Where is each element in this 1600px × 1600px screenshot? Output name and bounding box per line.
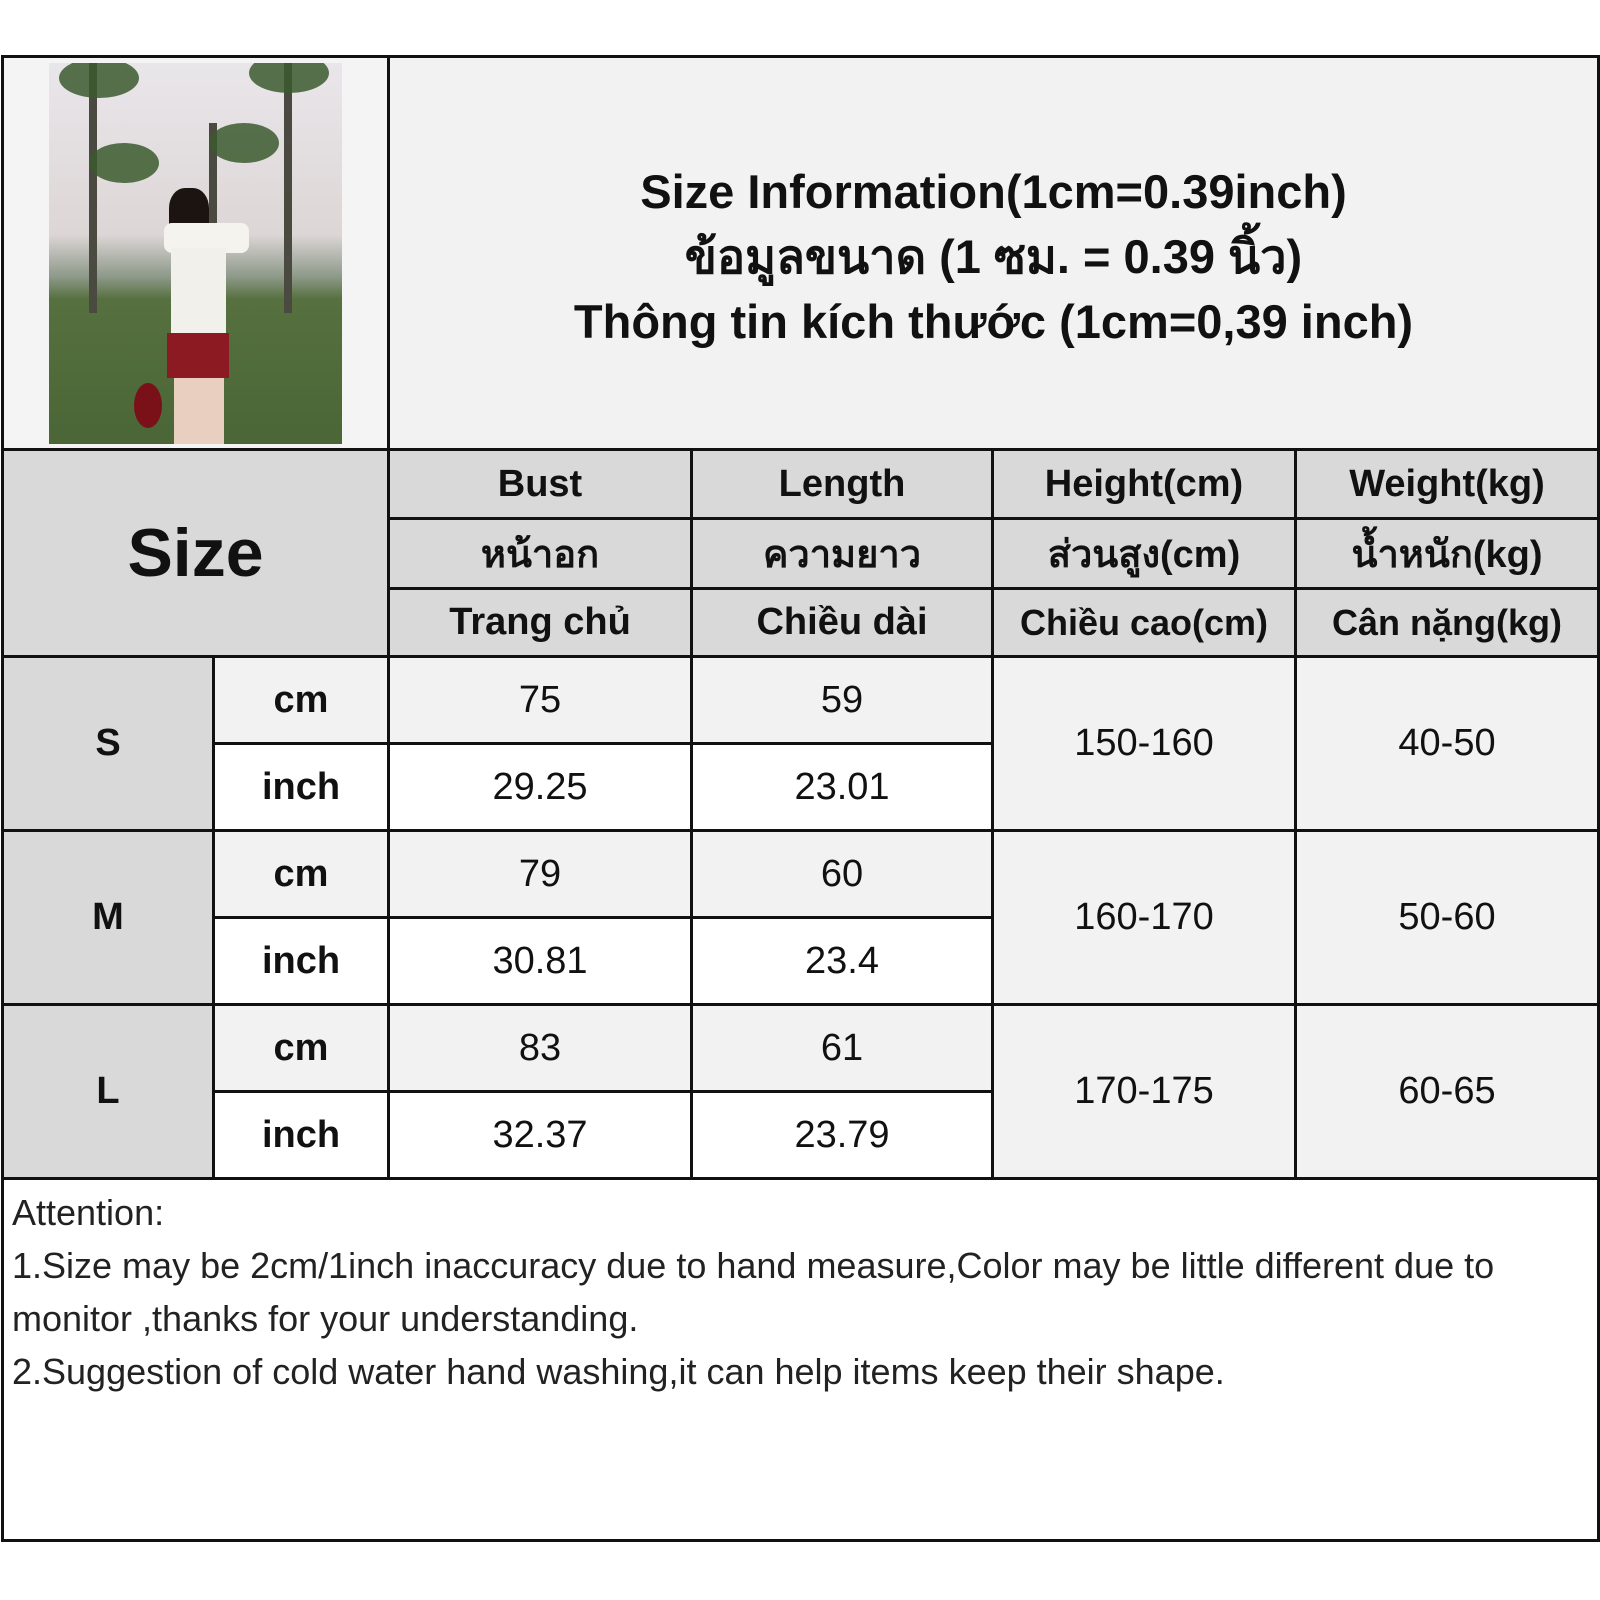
s-length-inch: 23.01 — [693, 745, 991, 829]
attention-heading: Attention: — [12, 1192, 165, 1233]
unit-inch: inch — [215, 745, 387, 829]
height-header-th: ส่วนสูง(cm) — [994, 520, 1294, 587]
l-bust-cm: 83 — [390, 1006, 690, 1090]
s-bust-cm: 75 — [390, 658, 690, 742]
title-english: Size Information(1cm=0.39inch) — [640, 164, 1347, 218]
size-chart-table: Size Information(1cm=0.39inch) ข้อมูลขนา… — [1, 55, 1600, 1542]
l-weight: 60-65 — [1297, 1006, 1597, 1177]
unit-cm: cm — [215, 832, 387, 916]
bust-header-vi: Trang chủ — [390, 590, 690, 655]
product-photo — [49, 63, 342, 444]
attention-note-1: 1.Size may be 2cm/1inch inaccuracy due t… — [12, 1245, 1505, 1339]
bust-header-th: หน้าอก — [390, 520, 690, 587]
title-thai: ข้อมูลขนาด (1 ซม. = 0.39 นิ้ว) — [684, 229, 1303, 283]
attention-notes: Attention: 1.Size may be 2cm/1inch inacc… — [4, 1180, 1597, 1539]
size-label-m: M — [4, 832, 212, 1003]
m-bust-cm: 79 — [390, 832, 690, 916]
s-weight: 40-50 — [1297, 658, 1597, 829]
m-weight: 50-60 — [1297, 832, 1597, 1003]
s-height: 150-160 — [994, 658, 1294, 829]
s-length-cm: 59 — [693, 658, 991, 742]
unit-cm: cm — [215, 1006, 387, 1090]
unit-cm: cm — [215, 658, 387, 742]
product-photo-cell — [4, 58, 387, 448]
m-height: 160-170 — [994, 832, 1294, 1003]
attention-note-2: 2.Suggestion of cold water hand washing,… — [12, 1351, 1225, 1392]
length-header-th: ความยาว — [693, 520, 991, 587]
m-length-cm: 60 — [693, 832, 991, 916]
l-length-inch: 23.79 — [693, 1093, 991, 1177]
length-header-vi: Chiều dài — [693, 590, 991, 655]
l-bust-inch: 32.37 — [390, 1093, 690, 1177]
size-label-s: S — [4, 658, 212, 829]
height-header-vi: Chiều cao(cm) — [994, 590, 1294, 655]
unit-inch: inch — [215, 919, 387, 1003]
m-length-inch: 23.4 — [693, 919, 991, 1003]
unit-inch: inch — [215, 1093, 387, 1177]
title-vietnamese: Thông tin kích thước (1cm=0,39 inch) — [573, 294, 1414, 348]
length-header-en: Length — [693, 451, 991, 517]
size-information-title: Size Information(1cm=0.39inch) ข้อมูลขนา… — [390, 58, 1597, 448]
s-bust-inch: 29.25 — [390, 745, 690, 829]
bust-header-en: Bust — [390, 451, 690, 517]
weight-header-vi: Cân nặng(kg) — [1297, 590, 1597, 655]
height-header-en: Height(cm) — [994, 451, 1294, 517]
size-header: Size — [4, 451, 387, 655]
l-length-cm: 61 — [693, 1006, 991, 1090]
m-bust-inch: 30.81 — [390, 919, 690, 1003]
size-label-l: L — [4, 1006, 212, 1177]
weight-header-th: น้ำหนัก(kg) — [1297, 520, 1597, 587]
l-height: 170-175 — [994, 1006, 1294, 1177]
weight-header-en: Weight(kg) — [1297, 451, 1597, 517]
